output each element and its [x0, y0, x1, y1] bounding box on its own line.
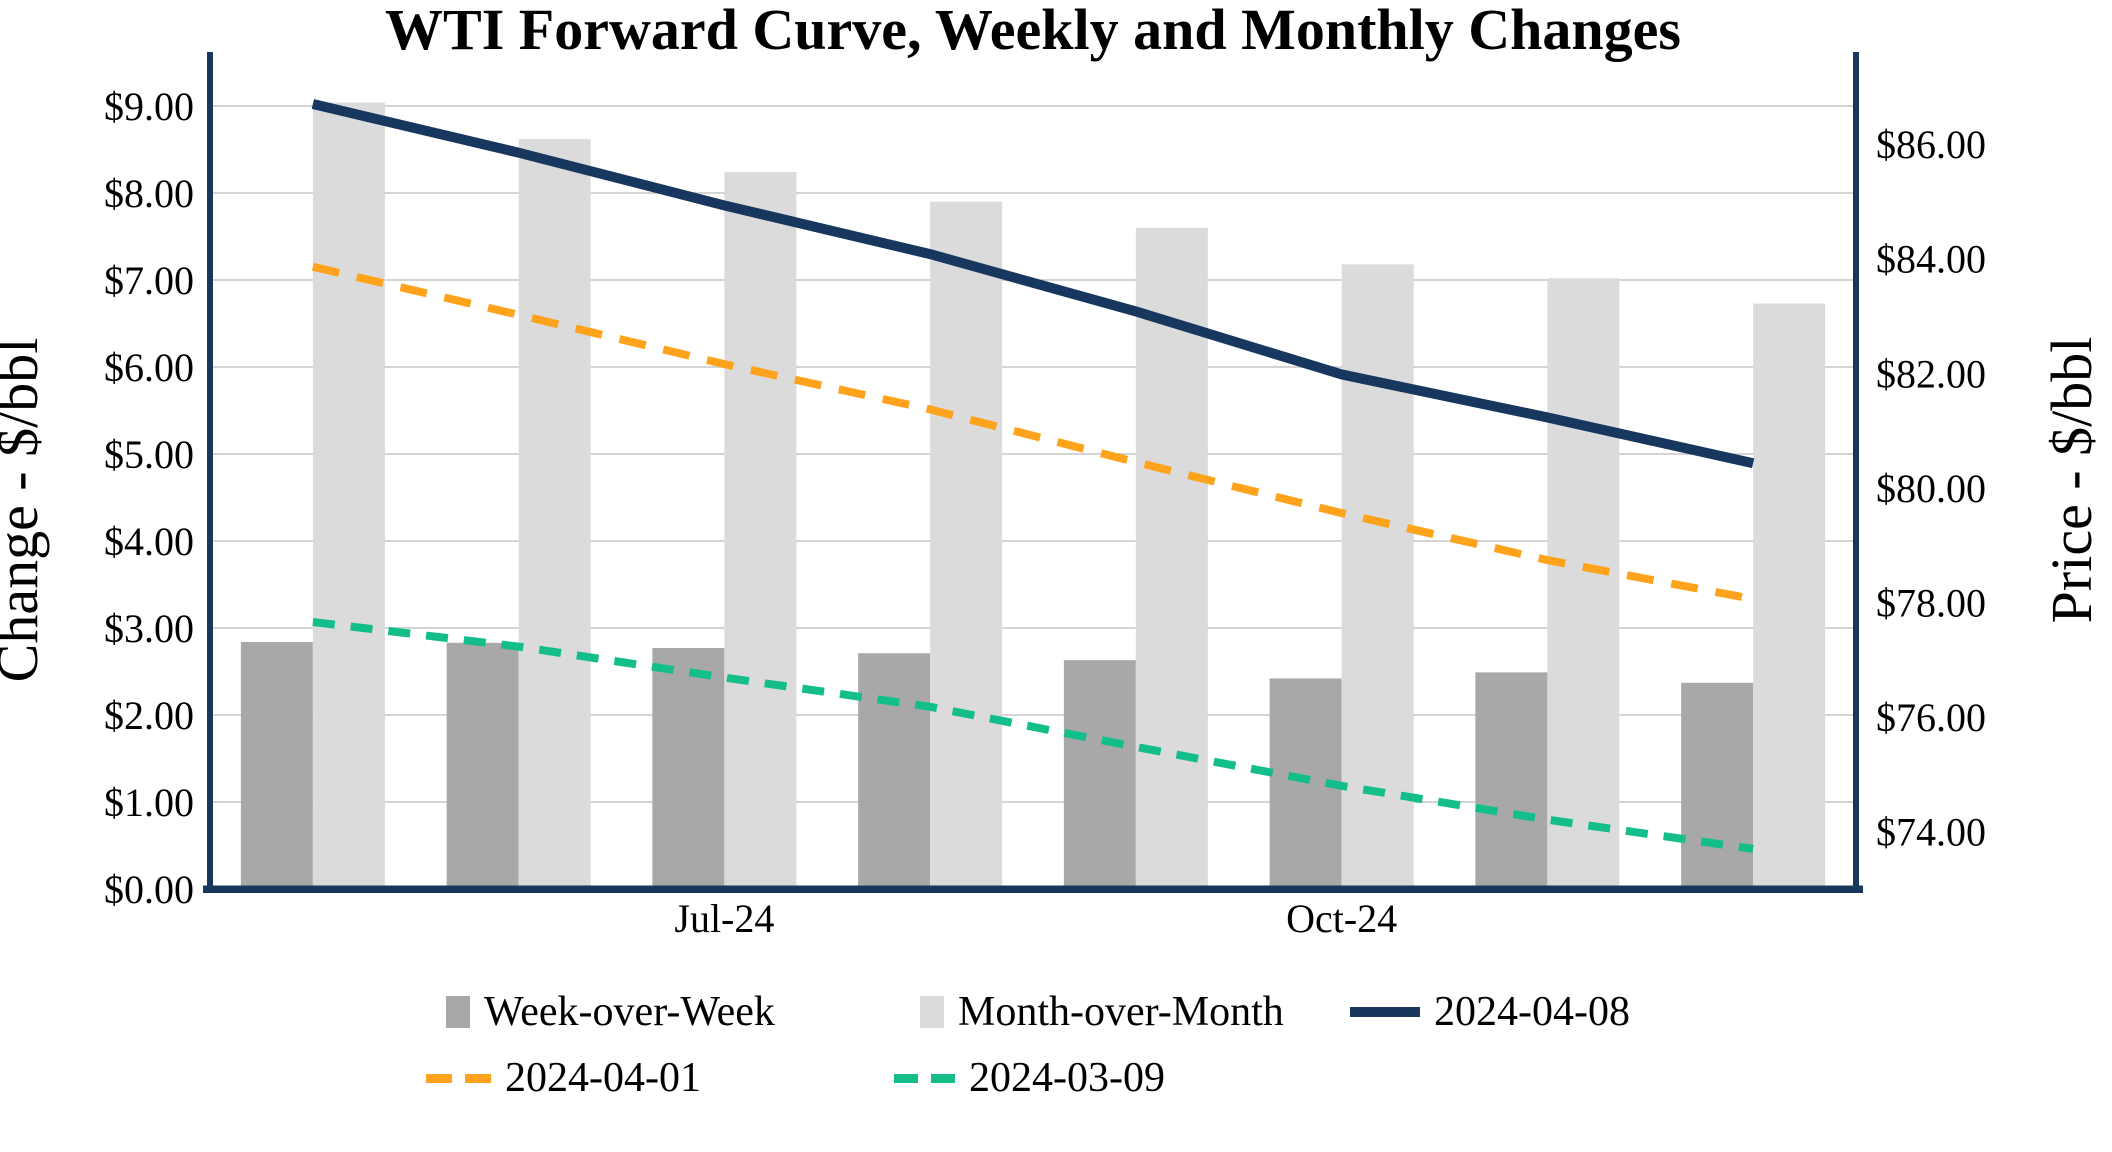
legend-item-week-over-week: Week-over-Week: [446, 989, 775, 1035]
bar-month-over-month: [724, 172, 797, 889]
x-axis-tick-label: Jul-24: [674, 896, 774, 941]
chart-title: WTI Forward Curve, Weekly and Monthly Ch…: [385, 0, 1681, 62]
left-axis-tick-label: $2.00: [104, 693, 194, 738]
bar-week-over-week: [1475, 672, 1548, 889]
legend-label: 2024-04-01: [505, 1055, 701, 1101]
line-2024-04-08: [311, 99, 1755, 469]
legend-label: 2024-04-08: [1434, 989, 1630, 1035]
right-axis-tick-label: $84.00: [1876, 237, 1986, 282]
legend-label: 2024-03-09: [969, 1055, 1165, 1101]
left-axis-tick-label: $6.00: [104, 345, 194, 390]
bar-month-over-month: [1341, 264, 1414, 890]
month-over-month-swatch-icon: [920, 996, 944, 1028]
left-axis-tick-label: $8.00: [104, 171, 194, 216]
left-axis-tick-label: $9.00: [104, 84, 194, 129]
bar-month-over-month: [518, 139, 591, 889]
orange-dash-swatch-icon: [426, 1073, 491, 1083]
bar-month-over-month: [1753, 303, 1826, 889]
right-axis-tick-label: $80.00: [1876, 466, 1986, 511]
right-axis-tick-label: $76.00: [1876, 695, 1986, 740]
x-axis-tick-label: Oct-24: [1286, 896, 1397, 941]
left-axis-tick-label: $0.00: [104, 867, 194, 912]
legend-item-2024-04-08: 2024-04-08: [1350, 989, 1630, 1035]
right-axis-tick-label: $82.00: [1876, 351, 1986, 396]
bar-week-over-week: [652, 648, 725, 889]
bar-month-over-month: [1547, 278, 1620, 889]
left-axis-line: [207, 52, 213, 893]
bar-month-over-month: [930, 201, 1003, 889]
bar-week-over-week: [446, 642, 519, 889]
bar-week-over-week: [858, 653, 931, 889]
legend-item-2024-03-09: 2024-03-09: [894, 1055, 1165, 1101]
left-axis-tick-label: $4.00: [104, 519, 194, 564]
x-axis-line: [203, 885, 1863, 893]
right-axis-line: [1853, 52, 1859, 893]
bar-week-over-week: [1063, 660, 1136, 889]
solid-line-swatch-icon: [1350, 1007, 1420, 1017]
left-axis-tick-label: $5.00: [104, 432, 194, 477]
legend-label: Week-over-Week: [484, 989, 775, 1035]
legend-item-month-over-month: Month-over-Month: [920, 989, 1284, 1035]
left-axis-tick-label: $3.00: [104, 606, 194, 651]
legend-item-2024-04-01: 2024-04-01: [426, 1055, 701, 1101]
bar-month-over-month: [1135, 227, 1208, 890]
week-over-week-swatch-icon: [446, 996, 470, 1028]
left-axis-tick-label: $1.00: [104, 780, 194, 825]
right-axis-tick-label: $86.00: [1876, 122, 1986, 167]
bar-week-over-week: [1681, 682, 1754, 889]
line-2024-04-01: [311, 262, 1754, 603]
legend-label: Month-over-Month: [958, 989, 1284, 1035]
right-axis-tick-label: $74.00: [1876, 810, 1986, 855]
right-axis-tick-label: $78.00: [1876, 581, 1986, 626]
line-2024-03-09: [312, 618, 1754, 853]
left-axis-tick-label: $7.00: [104, 258, 194, 303]
green-dash-swatch-icon: [894, 1073, 955, 1083]
bar-week-over-week: [240, 641, 313, 889]
bar-month-over-month: [312, 102, 385, 889]
